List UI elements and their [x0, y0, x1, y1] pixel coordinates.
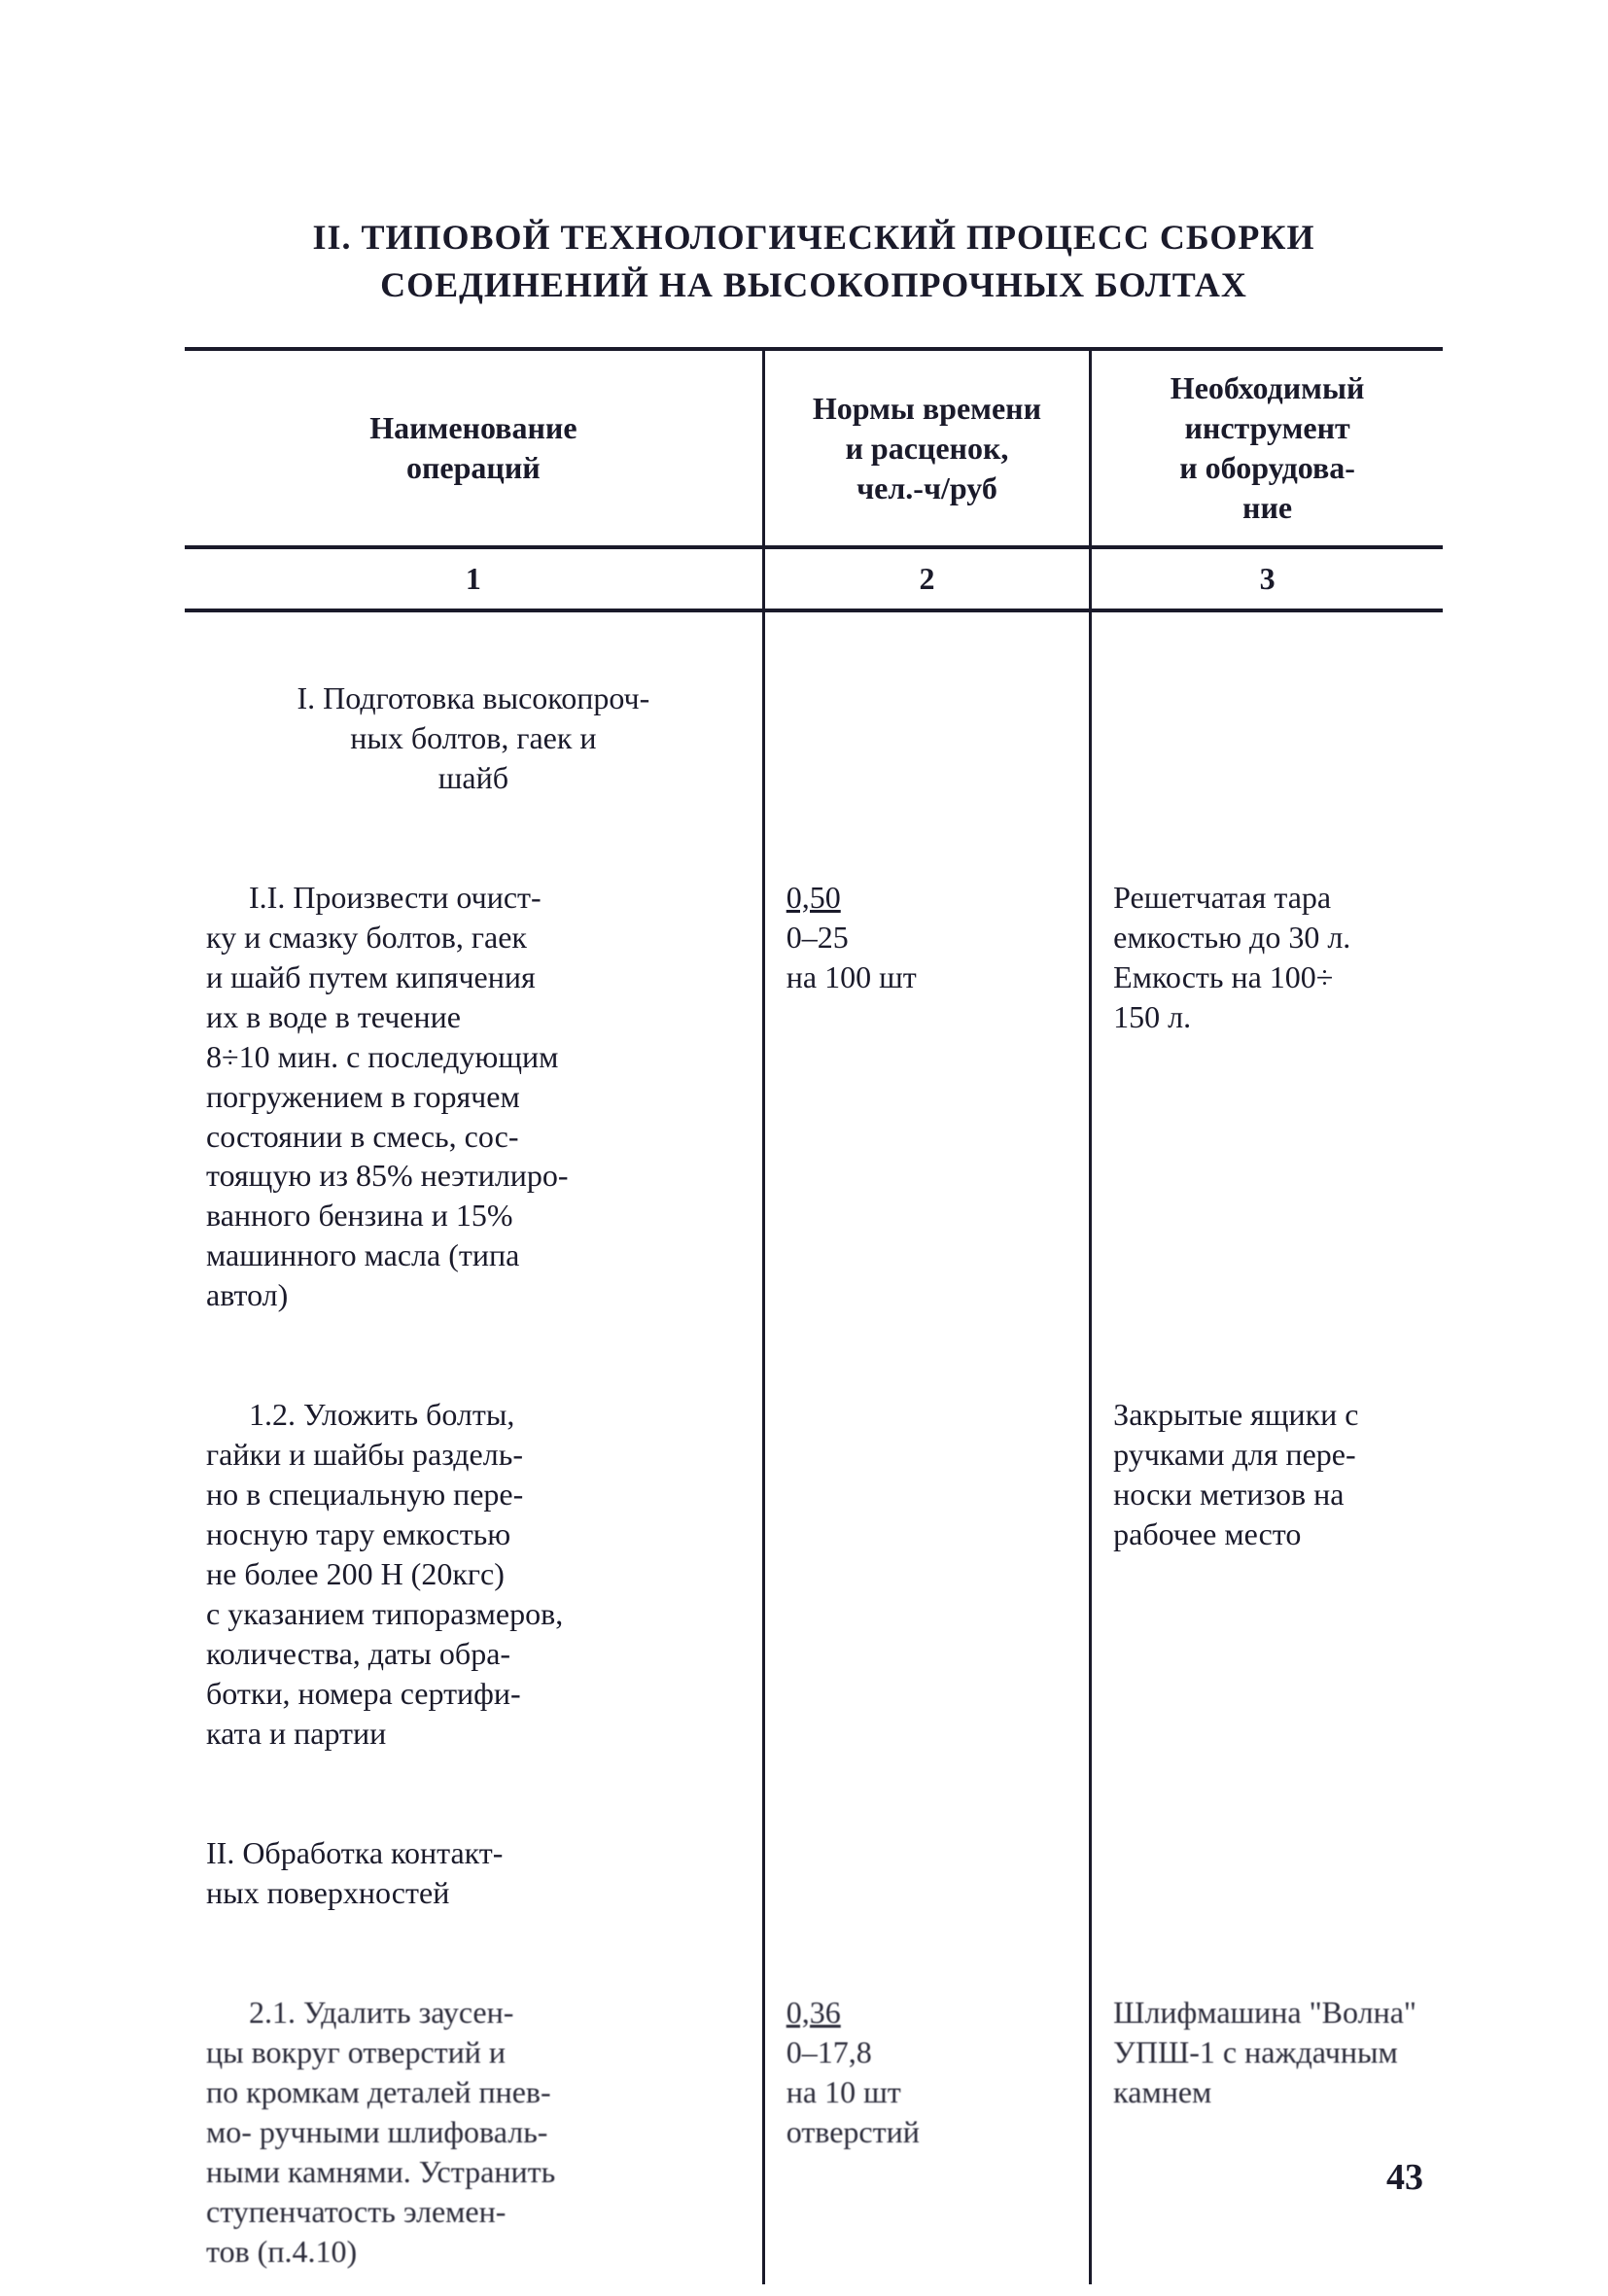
spacer [185, 812, 1443, 864]
rate-mid: 0–17,8 [787, 2035, 872, 2070]
section-2-title: II. Обработка контакт- ных поверхностей [185, 1820, 763, 1927]
rate-top: 0,36 [787, 1995, 841, 2030]
op-2-1-name: 2.1. Удалить заусен- цы вокруг отверстий… [185, 1979, 763, 2285]
spacer [185, 1927, 1443, 1979]
colnum-1: 1 [185, 547, 763, 610]
spacer [185, 610, 1443, 665]
table-header-row: Наименование операций Нормы времени и ра… [185, 349, 1443, 547]
colnum-3: 3 [1091, 547, 1443, 610]
section-2-row: II. Обработка контакт- ных поверхностей [185, 1820, 1443, 1927]
op-1-1-tools: Решетчатая тара емкостью до 30 л. Емкост… [1091, 864, 1443, 1329]
spacer [185, 1767, 1443, 1820]
op-2-1-rate: 0,36 0–17,8 на 10 шт отверстий [763, 1979, 1090, 2285]
document-page: II. ТИПОВОЙ ТЕХНОЛОГИЧЕСКИЙ ПРОЦЕСС СБОР… [0, 0, 1608, 2296]
rate-bot: на 100 шт [787, 959, 917, 994]
title-line-2: СОЕДИНЕНИЙ НА ВЫСОКОПРОЧНЫХ БОЛТАХ [185, 261, 1443, 309]
empty-cell [1091, 665, 1443, 812]
page-number: 43 [1386, 2156, 1423, 2199]
row-2-1: 2.1. Удалить заусен- цы вокруг отверстий… [185, 1979, 1443, 2285]
col-header-tools: Необходимый инструмент и оборудова- ние [1091, 349, 1443, 547]
rate-top: 0,50 [787, 880, 841, 915]
op-1-2-tools: Закрытые ящики с ручками для пере- носки… [1091, 1381, 1443, 1767]
spacer [185, 1329, 1443, 1381]
empty-cell [763, 1820, 1090, 1927]
rate-mid: 0–25 [787, 920, 849, 955]
section-1-row: I. Подготовка высокопроч- ных болтов, га… [185, 665, 1443, 812]
process-table: Наименование операций Нормы времени и ра… [185, 347, 1443, 2284]
col-header-name: Наименование операций [185, 349, 763, 547]
colnum-2: 2 [763, 547, 1090, 610]
title-line-1: II. ТИПОВОЙ ТЕХНОЛОГИЧЕСКИЙ ПРОЦЕСС СБОР… [185, 214, 1443, 261]
col-header-rate: Нормы времени и расценок, чел.-ч/руб [763, 349, 1090, 547]
row-1-2: 1.2. Уложить болты, гайки и шайбы раздел… [185, 1381, 1443, 1767]
op-2-1-tools: Шлифмашина "Волна" УПШ-1 с наждачным кам… [1091, 1979, 1443, 2285]
op-1-1-rate: 0,50 0–25 на 100 шт [763, 864, 1090, 1329]
rate-bot: на 10 шт отверстий [787, 2074, 920, 2149]
op-1-1-name: I.I. Произвести очист- ку и смазку болто… [185, 864, 763, 1329]
table-colnum-row: 1 2 3 [185, 547, 1443, 610]
empty-cell [1091, 1820, 1443, 1927]
section-1-title: I. Подготовка высокопроч- ных болтов, га… [185, 665, 763, 812]
document-title: II. ТИПОВОЙ ТЕХНОЛОГИЧЕСКИЙ ПРОЦЕСС СБОР… [185, 214, 1443, 308]
empty-cell [763, 665, 1090, 812]
op-1-2-rate [763, 1381, 1090, 1767]
op-1-2-name: 1.2. Уложить болты, гайки и шайбы раздел… [185, 1381, 763, 1767]
row-1-1: I.I. Произвести очист- ку и смазку болто… [185, 864, 1443, 1329]
